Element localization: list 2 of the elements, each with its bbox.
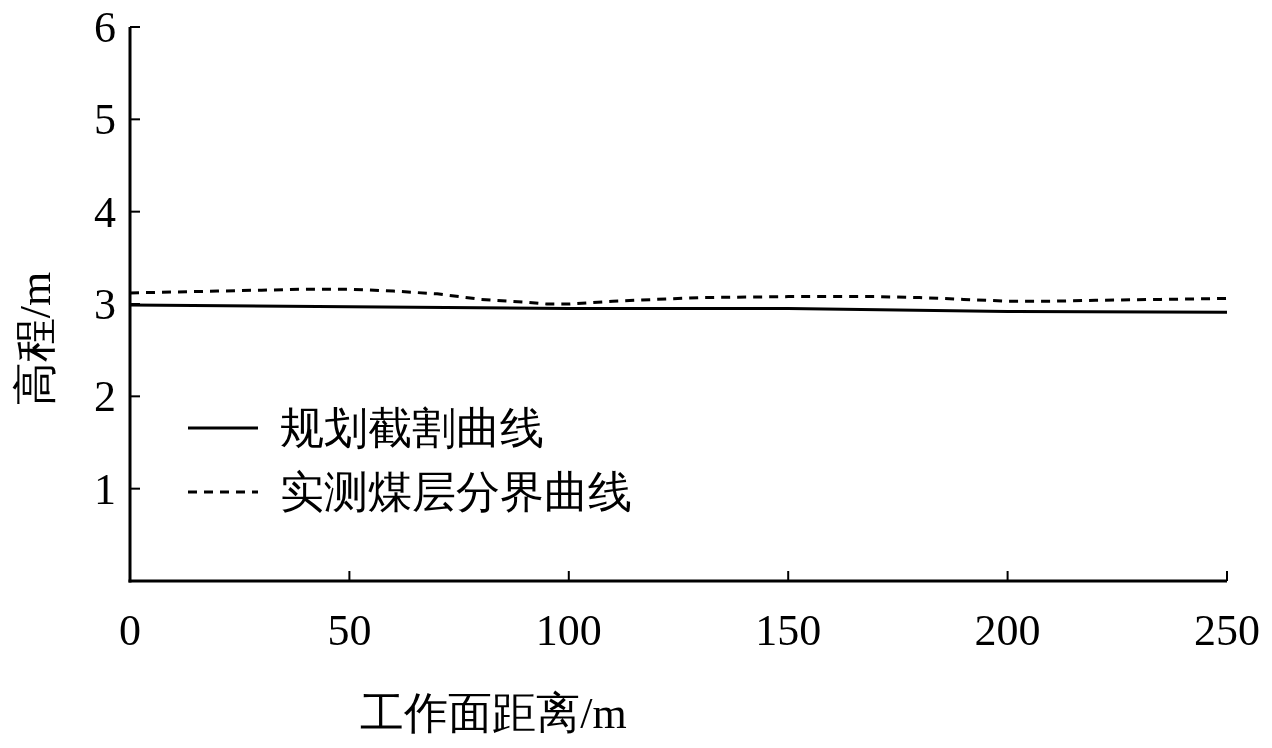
xlabel: 工作面距离/m bbox=[360, 689, 627, 738]
ylabel: 高程/m bbox=[11, 271, 60, 407]
